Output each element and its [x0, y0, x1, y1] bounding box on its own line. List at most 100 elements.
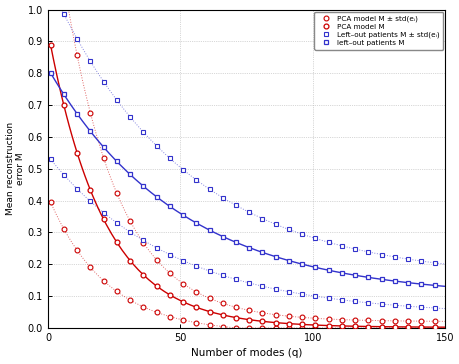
PCA model M ± std(eᵢ) [431, 326, 437, 330]
Left–out patients M ± std(eᵢ) [206, 269, 212, 273]
left–out patients M [219, 234, 225, 239]
Left–out patients M ± std(eᵢ) [87, 199, 93, 203]
left–out patients M [312, 265, 318, 269]
PCA model M ± std(eᵢ) [74, 248, 80, 253]
PCA model M ± std(eᵢ) [153, 310, 159, 314]
left–out patients M [365, 275, 370, 280]
PCA model M [259, 319, 265, 324]
Left–out patients M ± std(eᵢ) [140, 238, 146, 242]
PCA model M ± std(eᵢ) [338, 326, 344, 330]
left–out patients M [87, 129, 93, 134]
Left–out patients M ± std(eᵢ) [272, 287, 278, 291]
Line: PCA model M: PCA model M [48, 43, 436, 329]
PCA model M [61, 103, 67, 107]
PCA model M [180, 300, 185, 304]
left–out patients M [285, 258, 291, 263]
left–out patients M [325, 268, 331, 272]
PCA model M [312, 323, 318, 327]
PCA model M [167, 293, 172, 297]
Line: PCA model M ± std(eᵢ): PCA model M ± std(eᵢ) [48, 200, 436, 331]
left–out patients M [404, 281, 410, 285]
left–out patients M [140, 184, 146, 188]
PCA model M [48, 43, 53, 47]
PCA model M ± std(eᵢ) [193, 320, 199, 325]
PCA model M [101, 217, 106, 221]
PCA model M ± std(eᵢ) [378, 326, 384, 330]
PCA model M [193, 305, 199, 309]
Left–out patients M ± std(eᵢ) [246, 281, 252, 285]
PCA model M ± std(eᵢ) [299, 326, 304, 330]
PCA model M [127, 258, 133, 263]
PCA model M ± std(eᵢ) [206, 323, 212, 327]
PCA model M [378, 325, 384, 329]
Left–out patients M ± std(eᵢ) [74, 187, 80, 191]
PCA model M ± std(eᵢ) [180, 318, 185, 322]
PCA model M [206, 309, 212, 314]
left–out patients M [206, 228, 212, 232]
left–out patients M [167, 204, 172, 209]
left–out patients M [272, 254, 278, 259]
left–out patients M [180, 213, 185, 217]
Left–out patients M ± std(eᵢ) [219, 273, 225, 278]
Left–out patients M ± std(eᵢ) [193, 264, 199, 268]
left–out patients M [233, 240, 238, 245]
Left–out patients M ± std(eᵢ) [391, 303, 397, 308]
Line: Left–out patients M ± std(eᵢ): Left–out patients M ± std(eᵢ) [48, 157, 436, 310]
PCA model M [272, 320, 278, 325]
PCA model M [338, 324, 344, 328]
PCA model M [74, 151, 80, 155]
PCA model M ± std(eᵢ) [61, 227, 67, 231]
PCA model M [404, 325, 410, 329]
Legend: PCA model M ± std(eᵢ), PCA model M, Left–out patients M ± std(eᵢ), left–out pati: PCA model M ± std(eᵢ), PCA model M, Left… [313, 12, 442, 50]
left–out patients M [193, 221, 199, 225]
PCA model M ± std(eᵢ) [272, 326, 278, 330]
PCA model M ± std(eᵢ) [365, 326, 370, 330]
Left–out patients M ± std(eᵢ) [114, 221, 119, 225]
PCA model M [299, 322, 304, 327]
PCA model M ± std(eᵢ) [233, 326, 238, 330]
Left–out patients M ± std(eᵢ) [352, 299, 357, 304]
Left–out patients M ± std(eᵢ) [101, 210, 106, 215]
PCA model M ± std(eᵢ) [167, 314, 172, 319]
left–out patients M [352, 273, 357, 277]
Left–out patients M ± std(eᵢ) [378, 302, 384, 306]
PCA model M [325, 323, 331, 328]
Left–out patients M ± std(eᵢ) [180, 258, 185, 263]
PCA model M ± std(eᵢ) [285, 326, 291, 330]
left–out patients M [299, 262, 304, 266]
PCA model M ± std(eᵢ) [259, 326, 265, 330]
PCA model M ± std(eᵢ) [219, 324, 225, 329]
PCA model M ± std(eᵢ) [101, 278, 106, 283]
PCA model M ± std(eᵢ) [246, 326, 252, 330]
PCA model M ± std(eᵢ) [391, 326, 397, 330]
PCA model M [246, 317, 252, 322]
left–out patients M [378, 277, 384, 281]
PCA model M ± std(eᵢ) [418, 326, 423, 330]
Left–out patients M ± std(eᵢ) [61, 173, 67, 177]
PCA model M [352, 324, 357, 328]
Left–out patients M ± std(eᵢ) [259, 284, 265, 288]
PCA model M [219, 313, 225, 317]
PCA model M ± std(eᵢ) [325, 326, 331, 330]
left–out patients M [48, 71, 53, 75]
PCA model M [114, 240, 119, 245]
Y-axis label: Mean reconstruction
error M: Mean reconstruction error M [6, 122, 25, 215]
PCA model M [140, 273, 146, 277]
PCA model M ± std(eᵢ) [48, 200, 53, 205]
left–out patients M [127, 172, 133, 177]
Left–out patients M ± std(eᵢ) [338, 298, 344, 302]
Left–out patients M ± std(eᵢ) [153, 246, 159, 250]
PCA model M ± std(eᵢ) [312, 326, 318, 330]
left–out patients M [114, 159, 119, 164]
left–out patients M [101, 145, 106, 149]
PCA model M [365, 324, 370, 329]
left–out patients M [74, 112, 80, 116]
Left–out patients M ± std(eᵢ) [431, 306, 437, 310]
Left–out patients M ± std(eᵢ) [167, 252, 172, 257]
Line: left–out patients M: left–out patients M [48, 71, 436, 288]
left–out patients M [338, 271, 344, 275]
PCA model M ± std(eᵢ) [114, 289, 119, 294]
left–out patients M [391, 279, 397, 283]
PCA model M ± std(eᵢ) [140, 305, 146, 309]
Left–out patients M ± std(eᵢ) [48, 157, 53, 162]
